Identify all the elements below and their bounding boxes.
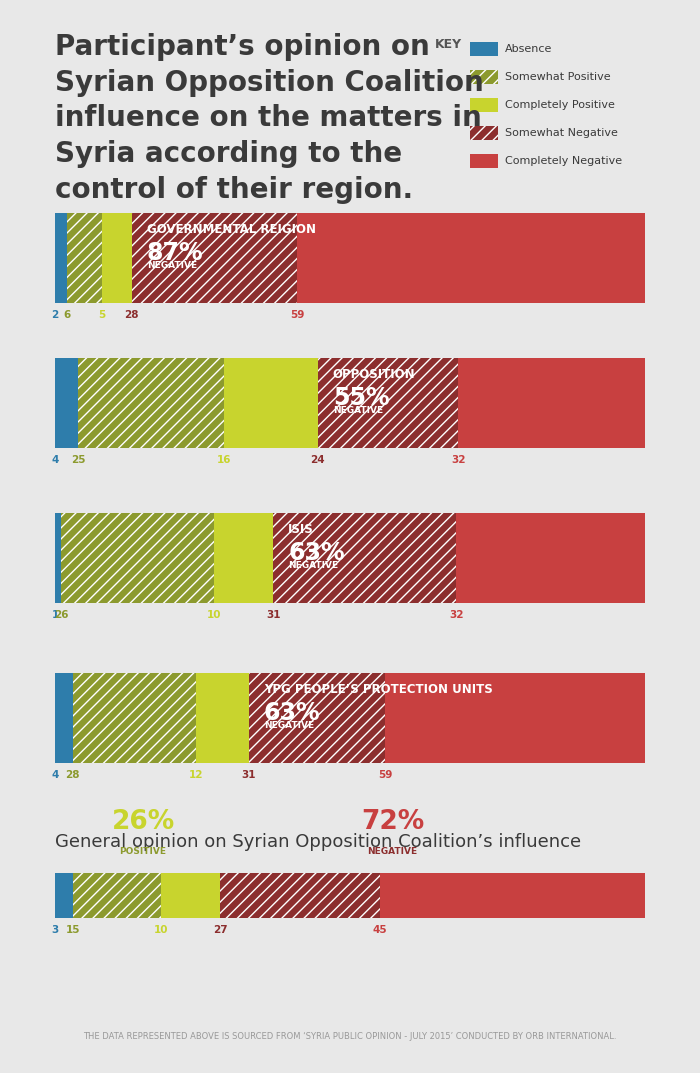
Text: 32: 32 bbox=[451, 455, 466, 465]
Text: 2: 2 bbox=[51, 310, 59, 320]
Text: POSITIVE: POSITIVE bbox=[120, 847, 167, 856]
Bar bbox=[61, 513, 214, 603]
Text: 59: 59 bbox=[378, 770, 393, 780]
Text: KEY: KEY bbox=[435, 38, 462, 52]
Bar bbox=[161, 873, 220, 918]
Text: 16: 16 bbox=[217, 455, 232, 465]
Bar bbox=[470, 126, 498, 139]
Text: 31: 31 bbox=[266, 609, 281, 620]
Bar bbox=[102, 214, 132, 303]
Bar bbox=[55, 873, 73, 918]
Text: 31: 31 bbox=[241, 770, 256, 780]
Text: 6: 6 bbox=[63, 310, 71, 320]
Text: 45: 45 bbox=[372, 925, 387, 935]
Bar bbox=[385, 673, 645, 763]
Text: Completely Negative: Completely Negative bbox=[505, 156, 622, 166]
Text: 10: 10 bbox=[207, 609, 221, 620]
Text: 26%: 26% bbox=[111, 809, 174, 835]
Text: 28: 28 bbox=[125, 310, 139, 320]
Text: 24: 24 bbox=[311, 455, 326, 465]
Text: Somewhat Negative: Somewhat Negative bbox=[505, 128, 618, 138]
Text: NEGATIVE: NEGATIVE bbox=[333, 406, 383, 415]
Text: NEGATIVE: NEGATIVE bbox=[288, 561, 338, 570]
Text: THE DATA REPRESENTED ABOVE IS SOURCED FROM ‘SYRIA PUBLIC OPINION - JULY 2015’ CO: THE DATA REPRESENTED ABOVE IS SOURCED FR… bbox=[83, 1032, 617, 1041]
Bar bbox=[470, 155, 498, 168]
Bar bbox=[66, 214, 102, 303]
Text: NEGATIVE: NEGATIVE bbox=[264, 721, 314, 730]
Text: YPG PEOPLE’S PROTECTION UNITS: YPG PEOPLE’S PROTECTION UNITS bbox=[264, 684, 493, 696]
Bar bbox=[196, 673, 248, 763]
Text: 15: 15 bbox=[66, 925, 80, 935]
Text: 63%: 63% bbox=[288, 541, 345, 565]
Bar bbox=[132, 214, 297, 303]
Bar bbox=[73, 873, 161, 918]
Bar bbox=[379, 873, 645, 918]
Text: 12: 12 bbox=[188, 770, 203, 780]
Text: GOVERNMENTAL REIGION: GOVERNMENTAL REIGION bbox=[147, 223, 316, 236]
Text: 3: 3 bbox=[51, 925, 59, 935]
Bar bbox=[55, 513, 61, 603]
Text: 26: 26 bbox=[54, 609, 68, 620]
Text: 72%: 72% bbox=[361, 809, 424, 835]
Text: 1: 1 bbox=[51, 609, 59, 620]
Text: 5: 5 bbox=[99, 310, 106, 320]
Text: Absence: Absence bbox=[505, 44, 552, 54]
Bar bbox=[55, 358, 78, 449]
Text: Completely Positive: Completely Positive bbox=[505, 100, 615, 111]
Text: 32: 32 bbox=[449, 609, 463, 620]
Text: 59: 59 bbox=[290, 310, 304, 320]
Bar bbox=[214, 513, 273, 603]
Text: 87%: 87% bbox=[147, 241, 203, 265]
Text: General opinion on Syrian Opposition Coalition’s influence: General opinion on Syrian Opposition Coa… bbox=[55, 833, 581, 851]
Text: 4: 4 bbox=[51, 770, 59, 780]
Text: NEGATIVE: NEGATIVE bbox=[368, 847, 418, 856]
Bar bbox=[55, 214, 66, 303]
Bar bbox=[456, 513, 645, 603]
Text: NEGATIVE: NEGATIVE bbox=[147, 261, 197, 270]
Bar bbox=[55, 673, 73, 763]
Text: 55%: 55% bbox=[333, 386, 389, 410]
Bar bbox=[470, 98, 498, 112]
Bar bbox=[78, 358, 225, 449]
Bar bbox=[318, 358, 458, 449]
Text: 28: 28 bbox=[65, 770, 80, 780]
Text: ISIS: ISIS bbox=[288, 523, 314, 536]
Bar bbox=[470, 42, 498, 56]
Text: Participant’s opinion on
Syrian Opposition Coalition
influence on the matters in: Participant’s opinion on Syrian Oppositi… bbox=[55, 33, 484, 204]
Text: 10: 10 bbox=[154, 925, 169, 935]
Bar bbox=[458, 358, 645, 449]
Text: 25: 25 bbox=[71, 455, 85, 465]
Bar bbox=[297, 214, 645, 303]
Text: OPPOSITION: OPPOSITION bbox=[333, 368, 416, 381]
Bar bbox=[248, 673, 385, 763]
Bar bbox=[225, 358, 318, 449]
Text: Somewhat Positive: Somewhat Positive bbox=[505, 72, 610, 82]
Bar bbox=[470, 70, 498, 84]
Text: 63%: 63% bbox=[264, 701, 321, 725]
Bar bbox=[273, 513, 456, 603]
Bar bbox=[220, 873, 379, 918]
Bar bbox=[73, 673, 196, 763]
Text: 4: 4 bbox=[51, 455, 59, 465]
Text: 27: 27 bbox=[213, 925, 228, 935]
